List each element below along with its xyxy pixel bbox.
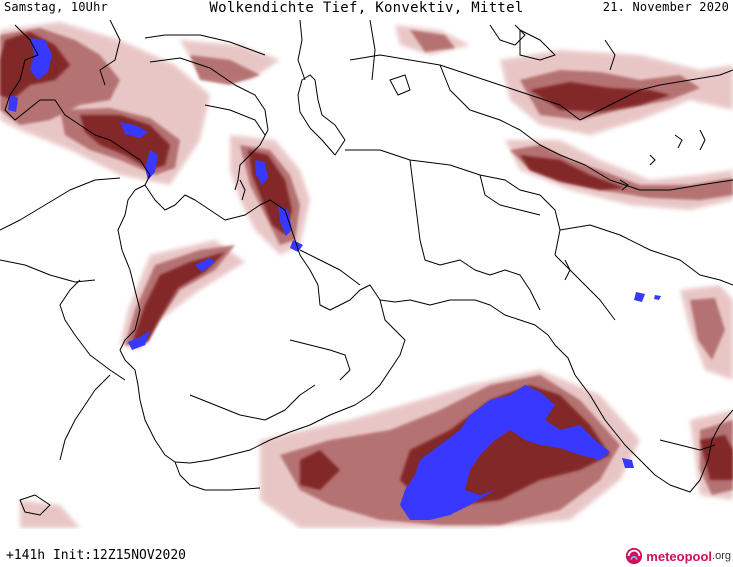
logo-name: meteopool [646, 548, 713, 564]
map-header: Samstag, 10Uhr Wolkendichte Tief, Konvek… [0, 0, 733, 20]
map-footer: +141h Init:12Z15NOV2020 meteopool .org [0, 529, 733, 566]
forecast-date: 21. November 2020 [602, 0, 729, 14]
forecast-weekday-time: Samstag, 10Uhr [4, 0, 108, 14]
logo-tld: .org [712, 550, 731, 562]
map-title: Wolkendichte Tief, Konvektiv, Mittel [209, 0, 524, 16]
map-canvas [0, 19, 733, 528]
meteopool-logo-icon [626, 547, 643, 565]
forecast-run-info: +141h Init:12Z15NOV2020 [6, 548, 187, 563]
meteopool-logo-link[interactable]: meteopool .org [625, 545, 731, 567]
coastlines-and-borders [0, 19, 733, 516]
cloud-density-map [0, 19, 733, 529]
